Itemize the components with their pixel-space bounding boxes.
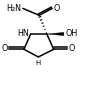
- Text: O: O: [69, 44, 75, 53]
- Text: H: H: [36, 60, 41, 66]
- Text: O: O: [54, 4, 60, 13]
- Text: O: O: [1, 44, 8, 53]
- Text: OH: OH: [66, 29, 78, 39]
- Polygon shape: [47, 32, 64, 36]
- Text: H₂N: H₂N: [6, 4, 21, 13]
- Text: HN: HN: [17, 29, 29, 38]
